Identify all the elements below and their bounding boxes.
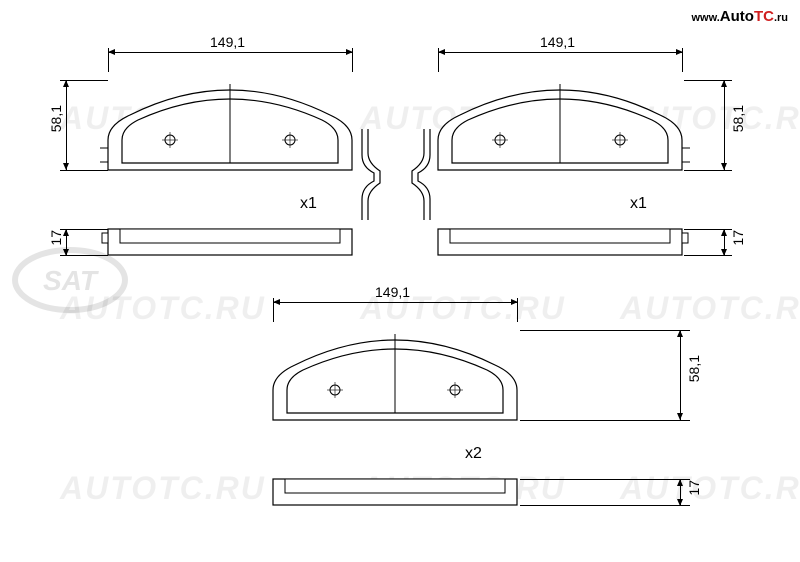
dim-height-tr-label: 58,1 (730, 105, 746, 132)
dim-width-b-label: 149,1 (375, 284, 410, 300)
qty-top-right: x1 (630, 195, 647, 213)
clip-right (394, 125, 434, 225)
dim-width-tl-label: 149,1 (210, 34, 245, 50)
qty-top-left: x1 (300, 195, 317, 213)
dim-height-b-label: 58,1 (686, 355, 702, 382)
dim-thick-b-label: 17 (686, 480, 702, 496)
brake-pad-top-left-face (100, 70, 360, 180)
clip-left (358, 125, 398, 225)
dim-thick-tr (724, 229, 725, 256)
dim-height-tr (724, 80, 725, 170)
brake-pad-bottom-face (265, 320, 525, 430)
url-tc: TC (754, 8, 774, 25)
brake-pad-top-right-side (430, 225, 690, 259)
ext-line (520, 330, 690, 331)
dim-width-tr (438, 52, 683, 53)
brake-pad-top-left-side (100, 225, 360, 259)
site-url: www.AutoTC.ru (691, 8, 788, 25)
dim-height-b (680, 330, 681, 420)
url-auto: Auto (720, 8, 754, 25)
dim-width-tr-label: 149,1 (540, 34, 575, 50)
dim-thick-tl (66, 229, 67, 256)
dim-thick-b (680, 479, 681, 506)
dim-height-tl-label: 58,1 (48, 105, 64, 132)
dim-thick-tl-label: 17 (48, 230, 64, 246)
svg-text:SAT: SAT (43, 265, 100, 296)
watermark-text: AUTOTC.RU (620, 470, 800, 507)
watermark-text: AUTOTC.RU (60, 470, 266, 507)
dim-width-tl (108, 52, 353, 53)
dim-height-tl (66, 80, 67, 170)
watermark-text: AUTOTC.RU (620, 290, 800, 327)
url-ru: .ru (774, 12, 788, 24)
dim-thick-tr-label: 17 (730, 230, 746, 246)
dim-width-b (273, 302, 518, 303)
qty-bottom: x2 (465, 445, 482, 463)
brake-pad-bottom-side (265, 475, 525, 509)
ext-line (520, 505, 690, 506)
ext-line (520, 420, 690, 421)
ext-line (684, 170, 732, 171)
ext-line (520, 479, 690, 480)
url-www: www. (691, 12, 719, 24)
ext-line (60, 170, 108, 171)
brake-pad-top-right-face (430, 70, 690, 180)
